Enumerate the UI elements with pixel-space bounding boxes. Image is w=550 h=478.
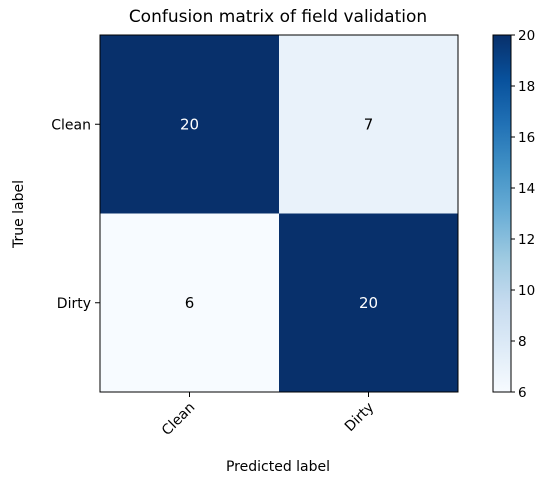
heatmap-cells (100, 35, 458, 392)
y-tick-label: Clean (51, 117, 91, 133)
y-axis-ticks: Clean Dirty (51, 117, 100, 312)
colorbar-tick-label: 14 (518, 181, 535, 197)
cell-value-label: 6 (185, 294, 195, 312)
heatmap-cell (100, 35, 279, 214)
x-axis-ticks: Clean Dirty (159, 392, 377, 439)
colorbar-ticks: 6 8 10 12 14 16 18 20 (511, 28, 535, 401)
colorbar-tick-label: 10 (518, 283, 535, 299)
colorbar-tick-label: 6 (518, 385, 527, 401)
x-axis-label: Predicted label (226, 459, 330, 475)
heatmap-cell (279, 35, 458, 214)
y-tick-label: Dirty (57, 296, 91, 312)
plot-frame (99, 34, 459, 393)
x-tick-label: Dirty (342, 400, 377, 435)
cell-value-label: 20 (359, 294, 378, 312)
y-axis-label: True label (11, 180, 27, 249)
colorbar (492, 34, 512, 393)
colorbar-tick-label: 8 (518, 334, 527, 350)
cell-value-label: 7 (364, 115, 374, 133)
colorbar-tick-label: 18 (518, 79, 535, 95)
colorbar-tick-label: 12 (518, 232, 535, 248)
cell-value-label: 20 (180, 115, 199, 133)
colorbar-tick-label: 16 (518, 130, 535, 146)
heatmap-cell (100, 213, 279, 392)
heatmap-cell (279, 213, 458, 392)
x-tick-label: Clean (159, 400, 198, 439)
chart-title: Confusion matrix of field validation (129, 7, 427, 27)
colorbar-tick-label: 20 (518, 28, 535, 44)
heatmap-cell-labels: 20 7 6 20 (180, 115, 378, 312)
